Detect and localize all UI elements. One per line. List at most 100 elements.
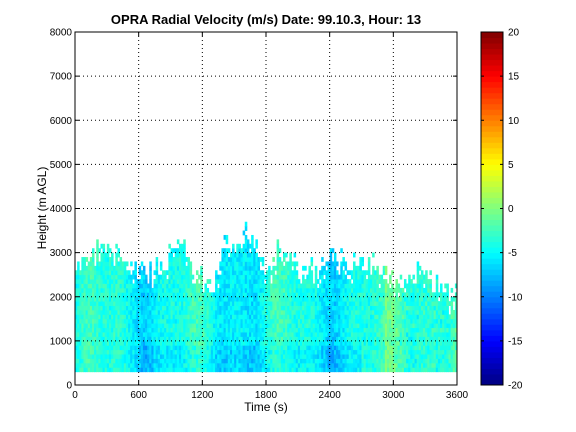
- heatmap-cell: [282, 292, 286, 298]
- heatmap-cell: [94, 265, 97, 271]
- heatmap-cell: [221, 261, 224, 267]
- heatmap-cell: [181, 340, 184, 346]
- heatmap-cell: [210, 340, 214, 346]
- heatmap-cell: [125, 305, 129, 311]
- heatmap-cell: [376, 301, 379, 306]
- heatmap-cell: [132, 270, 135, 276]
- heatmap-cell: [249, 340, 252, 346]
- heatmap-cell: [108, 314, 112, 320]
- heatmap-cell: [266, 358, 269, 364]
- heatmap-cell: [336, 332, 339, 337]
- heatmap-cell: [176, 349, 180, 355]
- heatmap-cell: [94, 362, 97, 368]
- heatmap-cell: [452, 367, 456, 373]
- colorbar-segment: [481, 175, 503, 182]
- heatmap-cell: [325, 367, 328, 373]
- heatmap-cell: [270, 283, 273, 289]
- heatmap-cell: [168, 252, 171, 258]
- heatmap-cell: [291, 296, 294, 302]
- heatmap-cell: [261, 283, 265, 289]
- heatmap-cell: [117, 358, 120, 364]
- heatmap-cell: [376, 358, 379, 364]
- heatmap-cell: [125, 292, 129, 298]
- heatmap-cell: [344, 336, 348, 342]
- heatmap-cell: [308, 345, 311, 351]
- heatmap-cell: [287, 362, 290, 368]
- heatmap-cell: [108, 287, 112, 293]
- heatmap-cell: [166, 270, 169, 276]
- heatmap-cell: [291, 261, 294, 267]
- heatmap-cell: [280, 336, 284, 342]
- heatmap-cell: [100, 318, 103, 324]
- heatmap-cell: [128, 270, 131, 276]
- heatmap-cell: [91, 354, 95, 359]
- heatmap-cell: [115, 309, 118, 315]
- heatmap-cell: [325, 279, 328, 284]
- heatmap-cell: [412, 318, 415, 324]
- heatmap-cell: [191, 296, 195, 302]
- heatmap-cell: [155, 340, 159, 346]
- heatmap-cell: [178, 265, 182, 271]
- heatmap-cell: [412, 345, 415, 351]
- heatmap-cell: [229, 270, 233, 276]
- heatmap-cell: [172, 332, 176, 337]
- heatmap-cell: [276, 287, 280, 293]
- heatmap-cell: [215, 362, 218, 368]
- heatmap-cell: [87, 327, 91, 333]
- heatmap-cell: [75, 292, 78, 298]
- heatmap-cell: [331, 309, 335, 315]
- heatmap-cell: [125, 323, 129, 329]
- heatmap-cell: [187, 354, 190, 359]
- heatmap-cell: [128, 367, 131, 373]
- heatmap-cell: [187, 261, 190, 267]
- heatmap-cell: [119, 367, 123, 373]
- heatmap-cell: [325, 345, 328, 351]
- heatmap-cell: [429, 362, 432, 368]
- heatmap-cell: [442, 367, 445, 373]
- heatmap-cell: [225, 362, 229, 368]
- heatmap-cell: [276, 327, 280, 333]
- colorbar-segment: [481, 76, 503, 83]
- heatmap-cell: [327, 283, 331, 289]
- heatmap-cell: [263, 332, 267, 337]
- heatmap-cell: [149, 265, 152, 271]
- heatmap-cell: [429, 367, 432, 373]
- heatmap-cell: [234, 358, 237, 364]
- heatmap-cell: [255, 279, 258, 284]
- heatmap-cell: [174, 309, 178, 315]
- heatmap-cell: [172, 314, 176, 320]
- heatmap-cell: [157, 354, 161, 359]
- heatmap-cell: [170, 301, 174, 306]
- heatmap-cell: [242, 257, 246, 262]
- heatmap-cell: [91, 309, 95, 315]
- heatmap-cell: [206, 358, 210, 364]
- heatmap-cell: [440, 318, 443, 324]
- heatmap-cell: [178, 354, 182, 359]
- heatmap-cell: [272, 367, 275, 373]
- heatmap-cell: [100, 309, 103, 315]
- heatmap-cell: [227, 270, 231, 276]
- heatmap-cell: [178, 340, 182, 346]
- heatmap-cell: [195, 345, 199, 351]
- heatmap-cell: [363, 283, 367, 289]
- heatmap-cell: [367, 279, 371, 284]
- heatmap-cell: [81, 318, 84, 324]
- heatmap-cell: [446, 287, 449, 293]
- heatmap-cell: [412, 314, 415, 320]
- heatmap-cell: [164, 279, 167, 284]
- heatmap-cell: [427, 349, 430, 355]
- heatmap-cell: [164, 296, 167, 302]
- heatmap-cell: [389, 309, 392, 315]
- heatmap-cell: [219, 323, 222, 329]
- heatmap-cell: [272, 336, 275, 342]
- heatmap-cell: [338, 274, 341, 280]
- heatmap-cell: [291, 287, 294, 293]
- heatmap-cell: [121, 309, 125, 315]
- heatmap-cell: [378, 362, 381, 368]
- heatmap-cell: [306, 301, 309, 306]
- heatmap-cell: [448, 345, 452, 351]
- heatmap-cell: [185, 279, 188, 284]
- heatmap-cell: [393, 327, 396, 333]
- heatmap-cell: [94, 354, 97, 359]
- heatmap-cell: [433, 318, 437, 324]
